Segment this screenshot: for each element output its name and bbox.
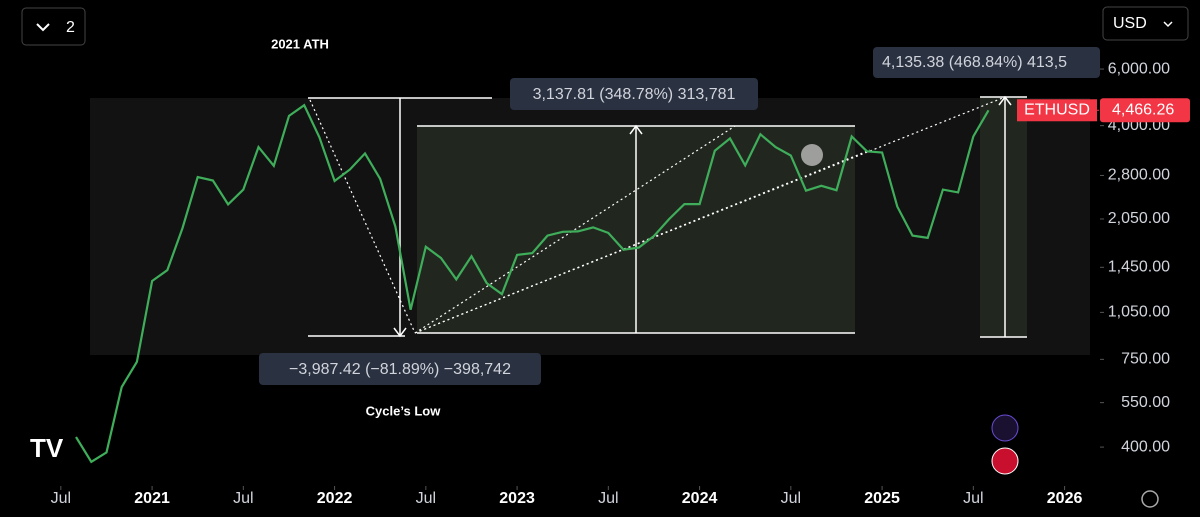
annotation: Cycle’s Low — [366, 403, 442, 418]
chevron — [1163, 21, 1173, 28]
y-tick-label: 400.00 — [1121, 438, 1170, 455]
currency-dropdown[interactable] — [1102, 6, 1189, 41]
x-tick-label: Jul — [963, 490, 983, 507]
chevron — [36, 23, 50, 32]
axes: 400.00 550.00 750.00 1,050.00 1,450.00 2,050.… — [51, 60, 1170, 507]
trend-lines — [309, 96, 1006, 334]
y-tick-label: 2,050.00 — [1108, 210, 1170, 227]
measure-label: 4,135.38 (468.84%) 413,5 — [882, 54, 1067, 71]
x-tick-label: 2022 — [317, 490, 353, 507]
x-tick-label: 2026 — [1047, 490, 1083, 507]
currency: USD — [1113, 15, 1147, 32]
range-box — [90, 98, 1090, 355]
y-tick-label: 1,050.00 — [1108, 304, 1170, 321]
x-tick-label: 2023 — [499, 490, 535, 507]
series-layer — [75, 103, 990, 464]
logo: TV — [30, 433, 64, 463]
y-tick-label: 1,450.00 — [1108, 259, 1170, 276]
x-tick-label: Jul — [233, 490, 253, 507]
y-tick-label: 550.00 — [1121, 394, 1170, 411]
price-tag — [1100, 98, 1190, 123]
icon[interactable] — [991, 447, 1019, 475]
x-tick-label: Jul — [598, 490, 618, 507]
x-tick-label: 2024 — [682, 490, 718, 507]
measure-label: 3,137.81 (348.78%) 313,781 — [533, 86, 736, 103]
settings-icon[interactable] — [1141, 490, 1159, 508]
y-tick-label: 2,800.00 — [1108, 167, 1170, 184]
symbol-tag — [1017, 99, 1097, 122]
symbol: ETHUSD — [1024, 101, 1090, 118]
last-price: 4,466.26 — [1112, 101, 1174, 118]
measure-label: −3,987.42 (−81.89%) −398,742 — [289, 361, 511, 378]
x-tick-label: Jul — [416, 490, 436, 507]
layout-count: 2 — [66, 19, 75, 36]
label-box — [873, 47, 1100, 78]
marker — [801, 144, 823, 166]
label-box — [510, 78, 758, 110]
measure-lines — [308, 95, 1027, 338]
x-tick-label: Jul — [781, 490, 801, 507]
price-line — [75, 103, 990, 464]
x-tick-label: 2021 — [134, 490, 170, 507]
axis-panel — [1100, 0, 1200, 517]
y-tick-label: 6,000.00 — [1108, 60, 1170, 77]
y-tick-label: 750.00 — [1121, 351, 1170, 368]
label-box — [259, 353, 541, 385]
icon[interactable] — [991, 414, 1019, 442]
x-tick-label: 2025 — [864, 490, 900, 507]
x-tick-label: Jul — [51, 490, 71, 507]
annotation: 2021 ATH — [271, 36, 329, 51]
layout-button[interactable] — [21, 7, 86, 46]
measure-box — [980, 97, 1027, 337]
